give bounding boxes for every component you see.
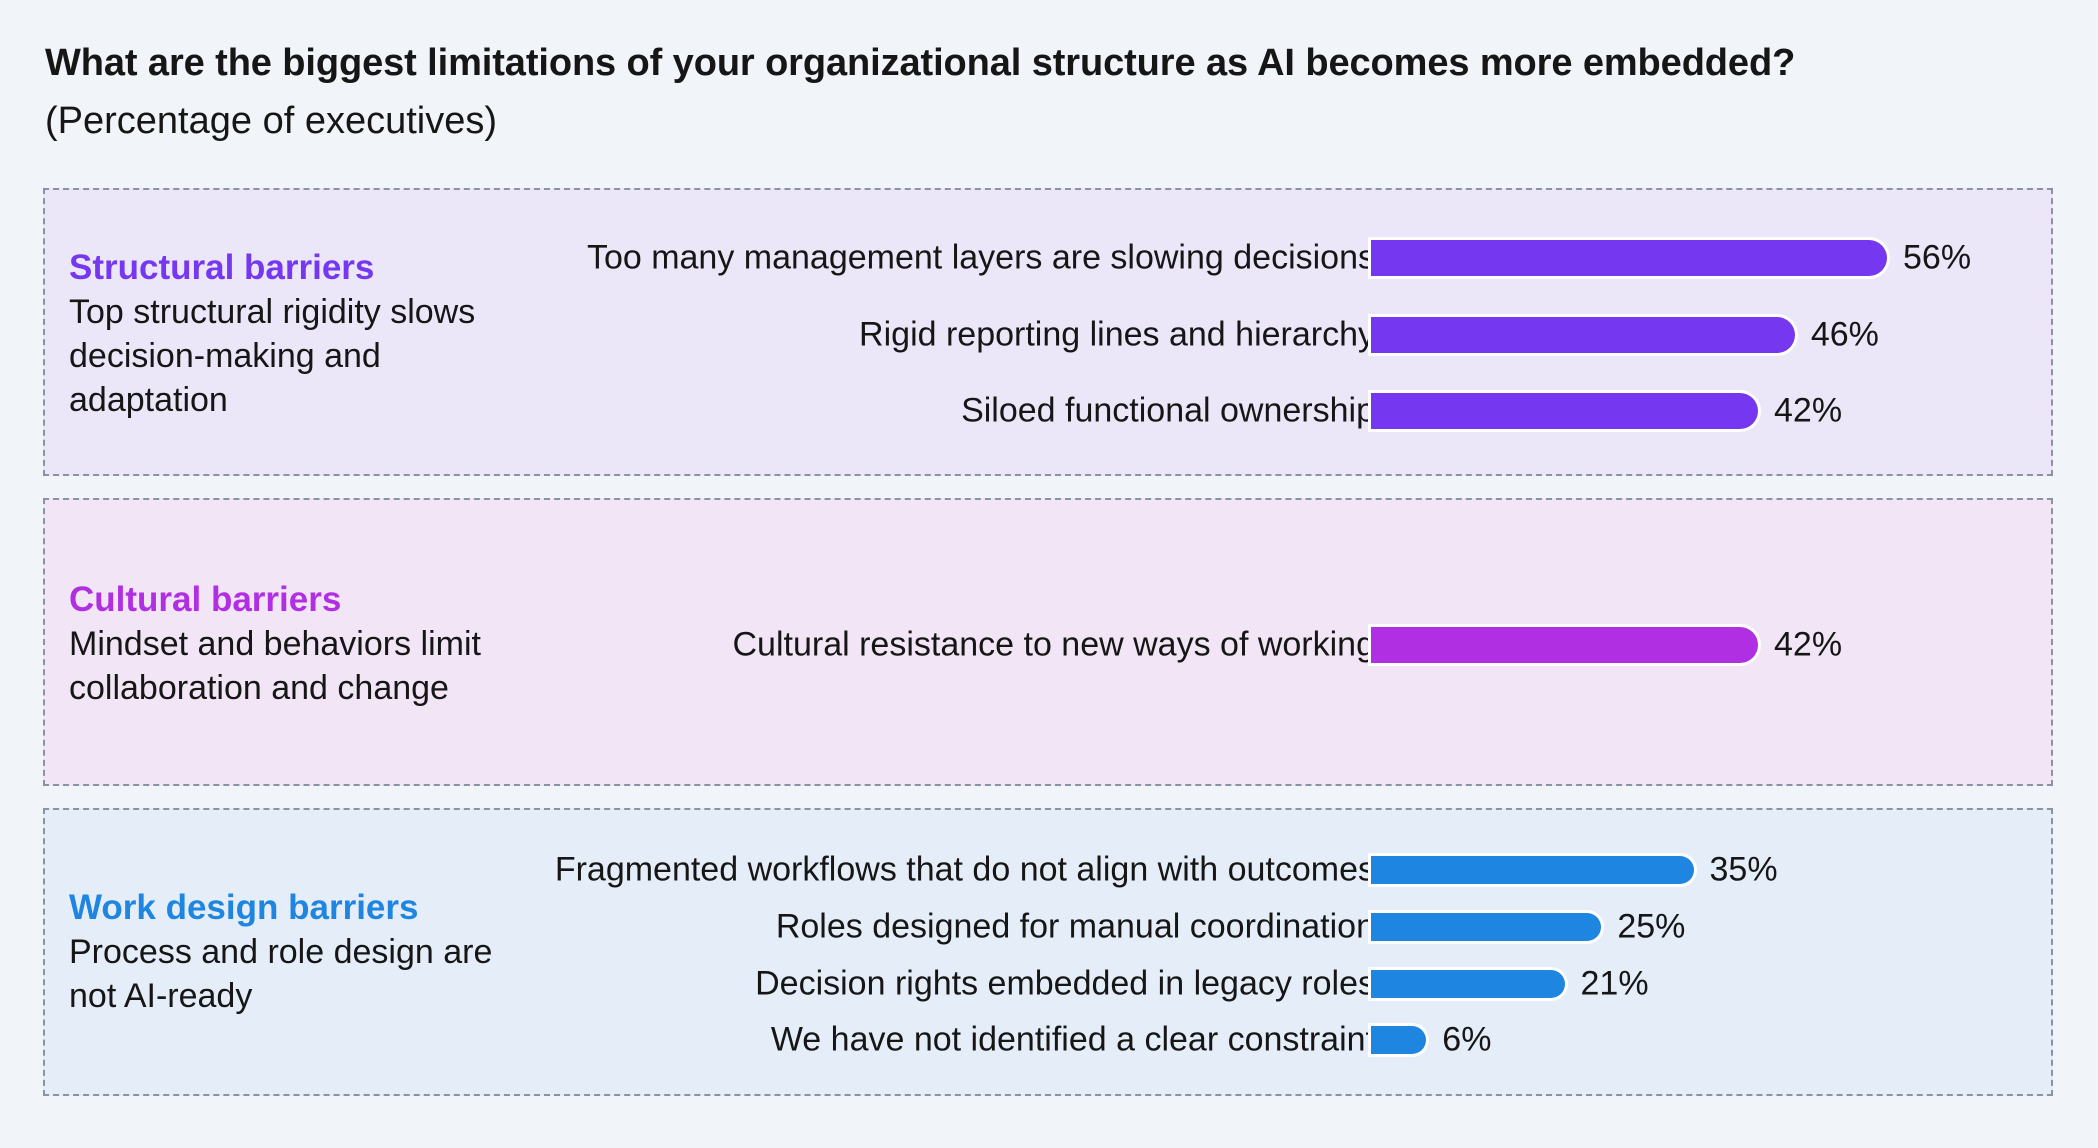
panel-structural: Structural barriers Top structural rigidi… bbox=[43, 188, 2053, 476]
panel-work-design: Work design barriers Process and role des… bbox=[43, 808, 2053, 1096]
category-description: Top structural rigidity slows decision-m… bbox=[69, 293, 476, 419]
bar bbox=[1371, 317, 1795, 353]
chart-title: What are the biggest limitations of your… bbox=[45, 42, 1796, 84]
bar bbox=[1371, 393, 1758, 429]
bar-value-label: 25% bbox=[1617, 907, 1686, 946]
category-description: Process and role design are not AI-ready bbox=[69, 933, 493, 1015]
category-title: Work design barriers bbox=[69, 888, 419, 927]
bar-label: Roles designed for manual coordination bbox=[775, 907, 1375, 946]
bar-label: Rigid reporting lines and hierarchy bbox=[859, 315, 1375, 354]
bar-value-label: 6% bbox=[1442, 1020, 1492, 1059]
category-title: Cultural barriers bbox=[69, 580, 342, 619]
bar-value-label: 46% bbox=[1810, 315, 1879, 354]
chart-subtitle: (Percentage of executives) bbox=[45, 100, 498, 142]
bar bbox=[1371, 856, 1694, 884]
bar-label: We have not identified a clear constrain… bbox=[770, 1020, 1375, 1059]
bar-value-label: 42% bbox=[1774, 625, 1843, 664]
bar-value-label: 56% bbox=[1903, 238, 1972, 277]
bar-label: Cultural resistance to new ways of worki… bbox=[732, 625, 1376, 664]
bar bbox=[1371, 627, 1758, 663]
bar-value-label: 21% bbox=[1580, 964, 1649, 1003]
bar bbox=[1371, 240, 1887, 276]
bar-value-label: 42% bbox=[1774, 391, 1843, 430]
panel-cultural: Cultural barriers Mindset and behaviors l… bbox=[43, 498, 2053, 786]
bar-value-label: 35% bbox=[1709, 850, 1778, 889]
bar bbox=[1371, 970, 1565, 998]
bar bbox=[1371, 1026, 1427, 1054]
bar bbox=[1371, 913, 1602, 941]
category-description: Mindset and behaviors limit collaboratio… bbox=[69, 625, 481, 707]
bar-label: Decision rights embedded in legacy roles bbox=[755, 964, 1375, 1003]
bar-label: Siloed functional ownership bbox=[961, 391, 1375, 430]
bar-label: Fragmented workflows that do not align w… bbox=[554, 850, 1375, 889]
category-title: Structural barriers bbox=[69, 248, 375, 287]
bar-label: Too many management layers are slowing d… bbox=[586, 238, 1375, 277]
